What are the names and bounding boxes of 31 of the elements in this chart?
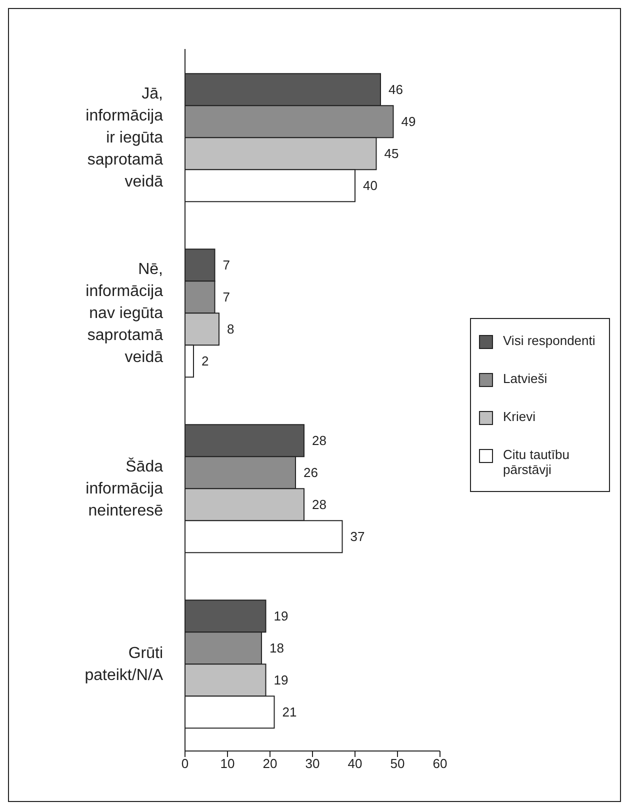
y-tick-label: Jā, informācija ir iegūta saprotamā veidā [86,85,164,190]
data-label: 19 [274,672,288,688]
data-label: 7 [222,290,230,305]
x-tick-label: 40 [348,756,362,772]
y-tick-label: Grūti pateikt/N/A [84,644,164,684]
x-tick-label: 50 [390,756,405,772]
x-tick-label: 20 [262,756,278,772]
data-label: 37 [350,529,365,544]
data-label: 26 [304,465,318,480]
x-tick-label: 30 [305,756,320,772]
data-label: 8 [227,322,234,337]
legend-label: Citu tautību pārstāvji [503,447,570,477]
data-label: 18 [270,640,284,656]
x-tick-label: 60 [432,756,448,772]
data-label: 2 [202,354,209,369]
data-label: 28 [312,497,326,512]
data-label: 19 [274,608,288,624]
data-label: 7 [222,258,230,273]
data-label: 45 [384,146,399,162]
data-label: 49 [401,114,416,130]
data-label: 40 [363,178,378,194]
y-tick-label: Nē, informācija nav iegūta saprotamā veidā [86,260,164,366]
y-tick-label: Šāda informācija neinteresē [86,457,164,520]
legend-label: Krievi [503,409,536,424]
legend-label: Latvieši [503,371,548,386]
data-label: 28 [312,433,326,448]
x-tick-label: 0 [181,756,189,772]
legend-label: Visi respondenti [503,333,596,348]
data-label: 21 [282,704,297,720]
data-label: 46 [388,82,403,98]
x-tick-label: 10 [220,756,235,772]
